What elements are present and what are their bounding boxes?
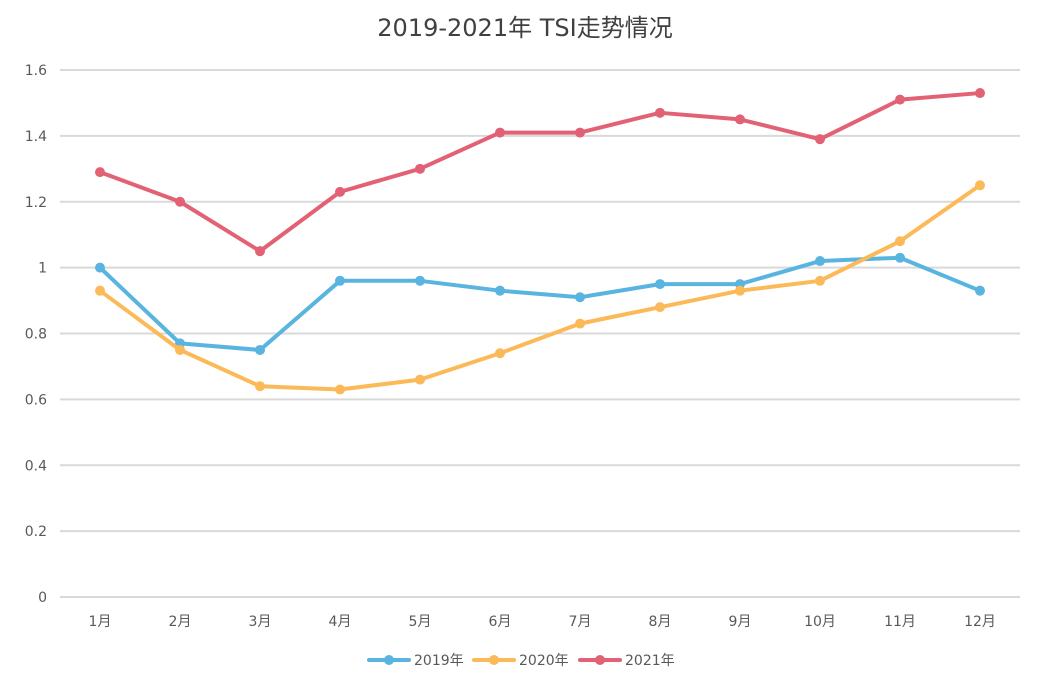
series-line [98, 91, 982, 254]
data-point [735, 285, 745, 296]
y-tick-label: 1 [38, 261, 47, 277]
series-line [98, 183, 982, 392]
y-axis-ticks: 0 0.2 0.4 0.6 0.8 1 1.2 1.4 1.6 [25, 63, 47, 606]
x-tick-label: 9月 [729, 614, 752, 630]
data-point [495, 127, 505, 138]
data-point [655, 279, 665, 290]
y-tick-label: 0.6 [25, 392, 47, 408]
x-tick-label: 3月 [249, 614, 272, 630]
data-point [975, 88, 985, 99]
y-tick-label: 0.8 [25, 327, 47, 343]
data-point [415, 163, 425, 174]
legend-swatch-marker [595, 655, 605, 665]
data-point [95, 167, 105, 178]
data-point [575, 127, 585, 138]
x-tick-label: 6月 [489, 614, 512, 630]
legend-swatch-marker [489, 655, 499, 665]
x-tick-label: 7月 [569, 614, 592, 630]
x-tick-label: 10月 [804, 614, 836, 630]
legend-label: 2020年 [519, 653, 569, 669]
y-tick-label: 1.2 [25, 195, 47, 211]
y-tick-label: 0.4 [25, 458, 47, 474]
data-point [495, 348, 505, 359]
data-point [415, 275, 425, 286]
data-point [735, 114, 745, 125]
x-tick-label: 12月 [964, 614, 996, 630]
x-tick-label: 5月 [409, 614, 432, 630]
data-point [95, 262, 105, 273]
legend-item: 2019年 [367, 653, 464, 669]
y-tick-label: 0.2 [25, 524, 47, 540]
data-point [575, 292, 585, 303]
data-point [895, 236, 905, 247]
series-line [98, 255, 982, 352]
data-point [975, 285, 985, 296]
chart-title: 2019-2021年 TSI走势情况 [377, 14, 672, 42]
data-point [255, 344, 265, 355]
legend-item: 2020年 [472, 653, 569, 669]
data-point [815, 134, 825, 145]
data-point [255, 246, 265, 257]
legend-item: 2021年 [578, 653, 675, 669]
y-tick-label: 1.6 [25, 63, 47, 79]
x-axis-ticks: 1月 2月 3月 4月 5月 6月 7月 8月 9月 10月 11月 12月 [89, 614, 996, 630]
data-point [895, 94, 905, 105]
y-tick-label: 0 [38, 590, 47, 606]
legend-label: 2021年 [625, 653, 675, 669]
data-point [815, 256, 825, 267]
series-2 [95, 88, 985, 257]
data-point [895, 252, 905, 263]
data-point [335, 275, 345, 286]
x-tick-label: 11月 [884, 614, 916, 630]
series-layer [95, 88, 985, 395]
data-point [335, 186, 345, 197]
data-point [495, 285, 505, 296]
legend-label: 2019年 [414, 653, 464, 669]
data-point [655, 302, 665, 313]
x-tick-label: 1月 [89, 614, 112, 630]
series-1 [95, 180, 985, 395]
data-point [335, 384, 345, 395]
data-point [415, 374, 425, 385]
data-point [175, 196, 185, 207]
data-point [975, 180, 985, 191]
x-tick-label: 8月 [649, 614, 672, 630]
data-point [815, 275, 825, 286]
data-point [655, 107, 665, 118]
y-tick-label: 1.4 [25, 129, 47, 145]
legend-swatch-marker [384, 655, 394, 665]
data-point [255, 381, 265, 392]
data-point [95, 285, 105, 296]
legend: 2019年 2020年 2021年 [367, 653, 675, 669]
x-tick-label: 4月 [329, 614, 352, 630]
data-point [575, 318, 585, 329]
data-point [175, 344, 185, 355]
x-tick-label: 2月 [169, 614, 192, 630]
grid [60, 69, 1020, 598]
